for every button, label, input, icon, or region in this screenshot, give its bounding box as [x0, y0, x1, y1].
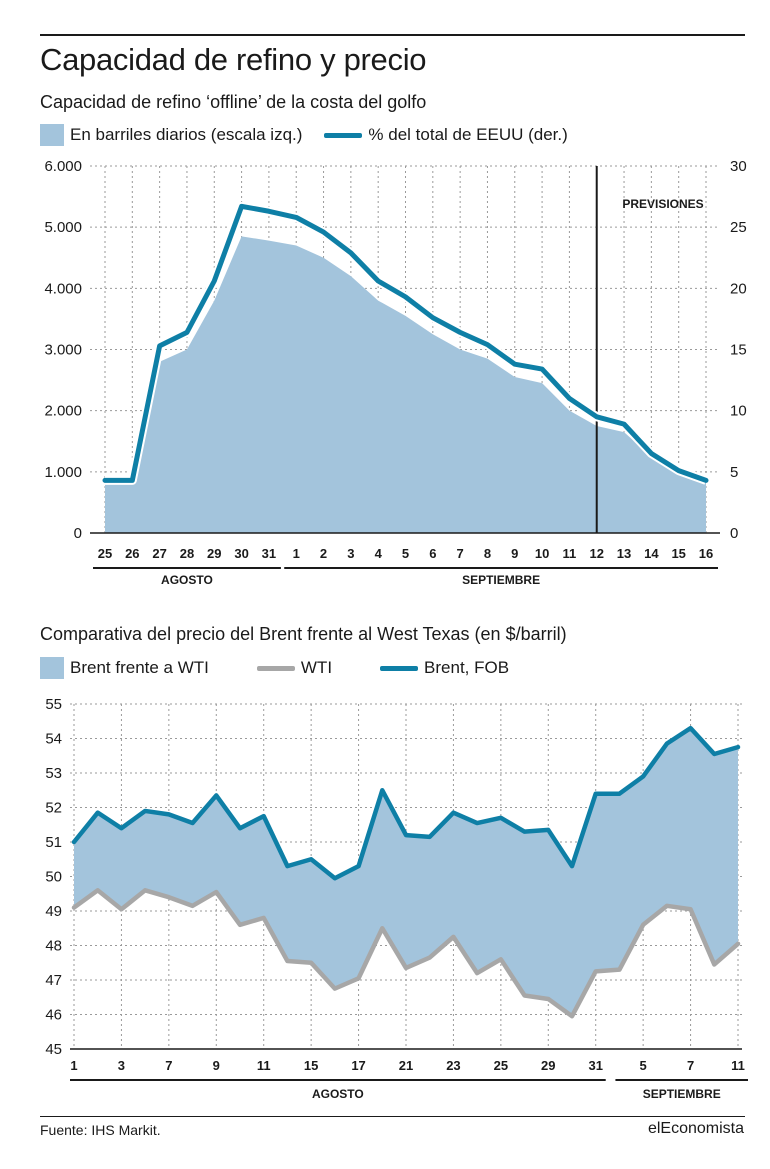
- y-right-tick-label: 5: [730, 464, 738, 481]
- x-tick-label: 25: [98, 546, 112, 561]
- forecast-label: PREVISIONES: [622, 197, 703, 211]
- y-left-tick-label: 2.000: [44, 403, 82, 420]
- legend-label-line: % del total de EEUU (der.): [368, 125, 568, 144]
- x-tick-label: 5: [402, 546, 409, 561]
- x-tick-label: 5: [640, 1058, 647, 1073]
- group-label: AGOSTO: [312, 1087, 364, 1101]
- y-tick-label: 53: [45, 765, 62, 782]
- footer-rule: [40, 1116, 745, 1117]
- x-tick-label: 7: [457, 546, 464, 561]
- y-left-tick-label: 6.000: [44, 158, 82, 175]
- series-area-barrels: [105, 236, 706, 533]
- y-right-tick-label: 25: [730, 219, 747, 236]
- y-tick-label: 55: [45, 696, 62, 713]
- x-tick-label: 11: [257, 1058, 271, 1073]
- y-tick-label: 51: [45, 834, 62, 851]
- chart1-refining-capacity: 01.0002.0003.0004.0005.0006.000051015202…: [44, 158, 747, 587]
- x-tick-label: 12: [589, 546, 603, 561]
- x-tick-label: 15: [671, 546, 685, 561]
- x-tick-label: 9: [511, 546, 518, 561]
- page-title: Capacidad de refino y precio: [40, 42, 427, 77]
- series-area-spread: [74, 728, 738, 1017]
- y-tick-label: 46: [45, 1007, 62, 1024]
- x-tick-label: 16: [699, 546, 713, 561]
- chart1-subtitle: Capacidad de refino ‘offline’ de la cost…: [40, 92, 427, 112]
- x-tick-label: 1: [293, 546, 300, 561]
- x-tick-label: 17: [351, 1058, 365, 1073]
- y-tick-label: 50: [45, 869, 62, 886]
- source-note: Fuente: IHS Markit.: [40, 1122, 161, 1138]
- x-tick-label: 29: [541, 1058, 555, 1073]
- y-tick-label: 52: [45, 800, 62, 817]
- x-tick-label: 3: [118, 1058, 125, 1073]
- x-tick-label: 10: [535, 546, 549, 561]
- y-left-tick-label: 1.000: [44, 464, 82, 481]
- legend-label-brent: Brent, FOB: [424, 658, 510, 677]
- chart2-legend: Brent frente a WTI WTI Brent, FOB: [40, 656, 531, 680]
- group-label: SEPTIEMBRE: [462, 573, 540, 587]
- y-right-tick-label: 20: [730, 280, 747, 297]
- y-right-tick-label: 30: [730, 158, 747, 175]
- legend-item-brent: Brent, FOB: [380, 658, 509, 678]
- legend-label-area: En barriles diarios (escala izq.): [70, 125, 303, 144]
- x-tick-label: 8: [484, 546, 491, 561]
- y-left-tick-label: 0: [74, 525, 82, 542]
- x-tick-label: 27: [152, 546, 166, 561]
- x-tick-label: 25: [494, 1058, 508, 1073]
- x-tick-label: 6: [429, 546, 436, 561]
- y-left-tick-label: 4.000: [44, 280, 82, 297]
- legend-swatch-area: [40, 124, 64, 146]
- legend-swatch-spread: [40, 657, 64, 679]
- x-tick-label: 14: [644, 546, 659, 561]
- x-tick-label: 28: [180, 546, 194, 561]
- legend-swatch-brent: [380, 665, 419, 671]
- x-tick-label: 3: [347, 546, 354, 561]
- top-rule: [40, 34, 745, 36]
- x-tick-label: 30: [234, 546, 248, 561]
- x-tick-label: 2: [320, 546, 327, 561]
- y-tick-label: 49: [45, 903, 62, 920]
- y-tick-label: 54: [45, 731, 62, 748]
- legend-label-spread: Brent frente a WTI: [70, 658, 209, 677]
- chart2-subtitle: Comparativa del precio del Brent frente …: [40, 624, 567, 644]
- x-tick-label: 7: [165, 1058, 172, 1073]
- legend-swatch-wti: [256, 665, 295, 671]
- x-tick-label: 26: [125, 546, 139, 561]
- x-tick-label: 31: [262, 546, 276, 561]
- x-tick-label: 29: [207, 546, 221, 561]
- x-tick-label: 9: [213, 1058, 220, 1073]
- legend-item-line: % del total de EEUU (der.): [324, 125, 568, 145]
- legend-item-area: En barriles diarios (escala izq.): [40, 124, 302, 146]
- group-label: SEPTIEMBRE: [643, 1087, 721, 1101]
- y-tick-label: 45: [45, 1041, 62, 1058]
- y-left-tick-label: 3.000: [44, 342, 82, 359]
- x-tick-label: 1: [70, 1058, 77, 1073]
- chart1-legend: En barriles diarios (escala izq.) % del …: [40, 123, 590, 147]
- y-right-tick-label: 0: [730, 525, 738, 542]
- x-tick-label: 13: [617, 546, 631, 561]
- y-right-tick-label: 15: [730, 342, 747, 359]
- x-tick-label: 21: [399, 1058, 413, 1073]
- legend-item-spread: Brent frente a WTI: [40, 657, 209, 679]
- legend-swatch-line: [324, 132, 363, 138]
- group-label: AGOSTO: [161, 573, 213, 587]
- x-tick-label: 11: [731, 1058, 745, 1073]
- x-tick-label: 15: [304, 1058, 318, 1073]
- chart2-brent-vs-wti: 45 46 47 48 49 50 51 52 53 54 55 1 3 7 9 11 15 17 21 23 25 29…: [45, 696, 748, 1101]
- x-tick-label: 7: [687, 1058, 694, 1073]
- legend-label-wti: WTI: [300, 658, 333, 677]
- legend-item-wti: WTI: [256, 658, 333, 678]
- x-tick-label: 4: [375, 546, 383, 561]
- y-left-tick-label: 5.000: [44, 219, 82, 236]
- brand-logo: elEconomista: [647, 1120, 744, 1137]
- x-tick-label: 31: [588, 1058, 602, 1073]
- y-right-tick-label: 10: [730, 403, 747, 420]
- x-tick-label: 23: [446, 1058, 460, 1073]
- x-tick-label: 11: [563, 546, 577, 561]
- y-tick-label: 47: [45, 972, 62, 989]
- y-tick-label: 48: [45, 938, 62, 955]
